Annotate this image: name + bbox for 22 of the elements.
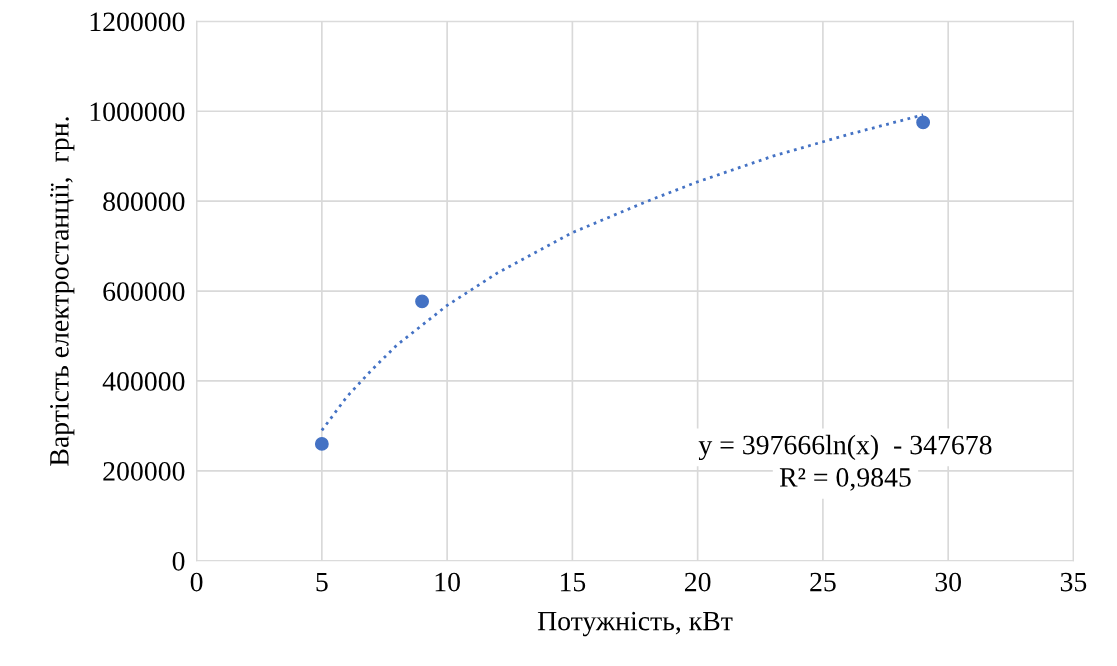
x-tick-label: 0 xyxy=(190,572,203,592)
y-tick-label: 600000 xyxy=(103,282,185,301)
y-tick-label: 400000 xyxy=(102,372,185,391)
point xyxy=(415,294,429,309)
x-tick-label: 35 xyxy=(1060,572,1087,592)
annotation: y = 397666ln(x) - 347678 xyxy=(698,434,992,461)
x-tick-label: 15 xyxy=(560,572,586,592)
x-tick-label: 20 xyxy=(684,572,711,592)
y-tick-label: 1200000 xyxy=(90,12,185,32)
point xyxy=(314,436,329,451)
x-axis-title: Потужність, кВт xyxy=(537,611,733,637)
y-tick-label: 1000000 xyxy=(90,102,185,122)
x-tick-label: 10 xyxy=(435,572,460,592)
y-tick-label: 800000 xyxy=(103,192,185,212)
x-tick-label: 30 xyxy=(935,572,961,592)
x-tick-label: 25 xyxy=(810,572,836,592)
annotation: R² = 0,9845 xyxy=(779,468,911,491)
point xyxy=(916,115,931,130)
y-axis-title: Вартість електростанції, грн. xyxy=(50,117,75,466)
y-tick-label: 0 xyxy=(172,551,185,571)
y-tick-label: 200000 xyxy=(103,462,185,481)
x-tick-label: 5 xyxy=(316,572,328,592)
